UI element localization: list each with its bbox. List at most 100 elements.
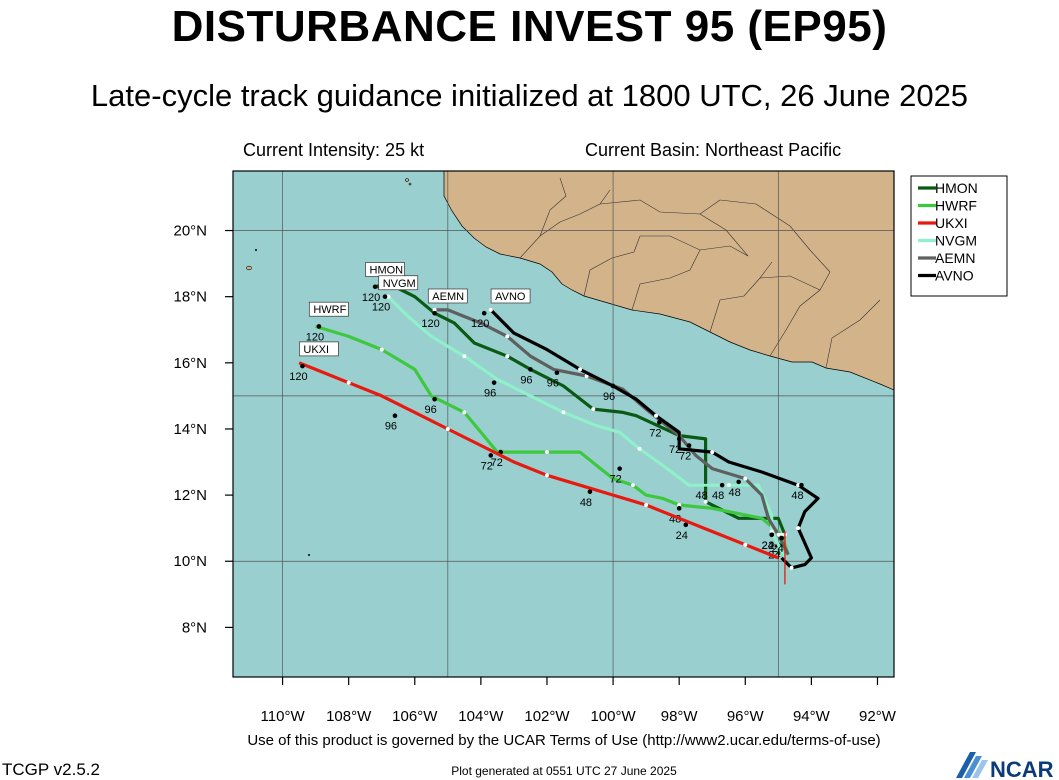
legend-label: AEMN	[935, 250, 975, 266]
forecast-hour-marker	[528, 367, 533, 372]
forecast-hour-label: 120	[289, 371, 307, 383]
y-tick-label: 14°N	[173, 421, 207, 438]
forecast-hour-label: 96	[424, 404, 436, 416]
model-box-avno: AVNO	[490, 288, 531, 304]
current-intensity: Current Intensity: 25 kt	[243, 140, 425, 160]
forecast-hour-marker	[769, 532, 775, 538]
generated-timestamp: Plot generated at 0551 UTC 27 June 2025	[451, 764, 677, 778]
model-box-label: NVGM	[383, 278, 416, 290]
legend-label: HMON	[935, 180, 978, 196]
model-box-frame	[490, 288, 531, 304]
track-point	[743, 476, 748, 481]
track-point	[445, 426, 450, 431]
track-line-ukxi	[298, 361, 779, 560]
forecast-hour-label: 120	[306, 331, 324, 343]
track-point	[726, 483, 731, 488]
forecast-hour-marker	[779, 535, 784, 541]
track-point	[561, 410, 566, 415]
track-point	[432, 307, 437, 312]
model-box-frame	[378, 275, 419, 291]
forecast-hour-marker	[683, 522, 689, 528]
forecast-hour-marker	[372, 284, 378, 290]
legend-label: NVGM	[935, 233, 977, 249]
axes: 110°W 108°W 106°W 104°W 102°W 100°W 98°W 96°W 94…	[173, 223, 896, 725]
x-tick-label: 100°W	[590, 708, 636, 725]
forecast-hour-label: 96	[603, 391, 615, 403]
model-box-label: AVNO	[495, 291, 526, 303]
model-box-hmon: HMON	[365, 262, 405, 277]
track-point	[710, 450, 715, 455]
track-point	[544, 450, 549, 455]
x-tick-label: 104°W	[458, 708, 504, 725]
forecast-hour-label: 120	[372, 302, 390, 314]
y-tick-label: 8°N	[182, 619, 207, 636]
model-box-label: AEMN	[432, 291, 464, 303]
model-box-label: HWRF	[313, 304, 346, 316]
track-point	[677, 503, 682, 508]
x-tick-label: 106°W	[392, 708, 438, 725]
state-borders	[519, 177, 881, 369]
x-tick-label: 94°W	[793, 708, 831, 725]
track-avno: 24 48 72 96 120	[471, 307, 820, 570]
forecast-hour-marker	[481, 310, 487, 316]
forecast-hour-marker	[382, 294, 388, 299]
forecast-hour-marker	[686, 443, 692, 448]
track-point	[462, 410, 467, 415]
forecast-hour-marker	[719, 482, 725, 488]
x-tick-label: 110°W	[261, 708, 306, 725]
forecast-hour-label: 72	[679, 450, 691, 462]
track-line-hwrf	[315, 324, 790, 556]
ncar-logo: NCAR	[956, 752, 1054, 780]
forecast-hour-marker	[617, 466, 622, 471]
track-point	[630, 483, 635, 488]
forecast-hour-marker	[491, 380, 497, 385]
forecast-hour-label: 48	[712, 490, 724, 502]
forecast-hour-label: 96	[484, 388, 496, 400]
model-box-frame	[299, 341, 339, 357]
forecast-hour-marker	[657, 420, 662, 425]
forecast-hour-label: 72	[610, 474, 622, 486]
forecast-tracks: 2448729612024487296120244872961202448729…	[289, 281, 820, 585]
legend-label: HWRF	[935, 198, 977, 214]
model-box-ukxi: UKXI	[299, 341, 339, 357]
x-tick-label: 98°W	[661, 708, 699, 725]
x-tick-label: 96°W	[727, 708, 765, 725]
forecast-hour-marker	[488, 453, 494, 458]
track-point	[796, 526, 801, 531]
track-point	[743, 542, 748, 547]
forecast-hour-marker	[736, 479, 741, 485]
forecast-hour-label: 48	[729, 487, 741, 499]
track-point	[379, 347, 384, 352]
forecast-hour-label: 96	[385, 421, 397, 433]
track-point	[779, 532, 784, 537]
current-basin: Current Basin: Northeast Pacific	[585, 140, 842, 160]
model-box-label: HMON	[370, 265, 404, 277]
forecast-hour-label: 48	[695, 490, 707, 502]
forecast-hour-marker	[316, 324, 322, 329]
map-frame	[232, 170, 895, 678]
forecast-hour-marker	[554, 370, 560, 376]
model-box-aemn: AEMN	[427, 288, 468, 304]
ncar-logo-mark	[956, 752, 988, 778]
track-point	[578, 367, 583, 372]
model-box-frame	[308, 301, 349, 317]
y-tick-label: 10°N	[173, 553, 207, 570]
forecast-hour-label: 120	[421, 318, 439, 330]
forecast-hour-label: 24	[762, 540, 774, 552]
track-ukxi: 24 48 72 96 120	[289, 361, 779, 560]
x-tick-label: 102°W	[524, 708, 570, 725]
track-point	[776, 532, 781, 537]
forecast-hour-label: 72	[491, 457, 503, 469]
forecast-hour-marker	[432, 396, 437, 402]
forecast-hour-marker	[610, 383, 616, 389]
track-point	[505, 334, 510, 339]
legend-label: AVNO	[935, 268, 974, 284]
track-point	[769, 529, 774, 534]
model-id-boxes: HMON HWRF UKXI NVGM AEMN AVNO	[299, 262, 531, 357]
track-point	[796, 483, 801, 488]
track-point	[591, 407, 596, 412]
forecast-hour-marker	[799, 482, 804, 488]
terms-of-use: Use of this product is governed by the U…	[247, 732, 881, 749]
